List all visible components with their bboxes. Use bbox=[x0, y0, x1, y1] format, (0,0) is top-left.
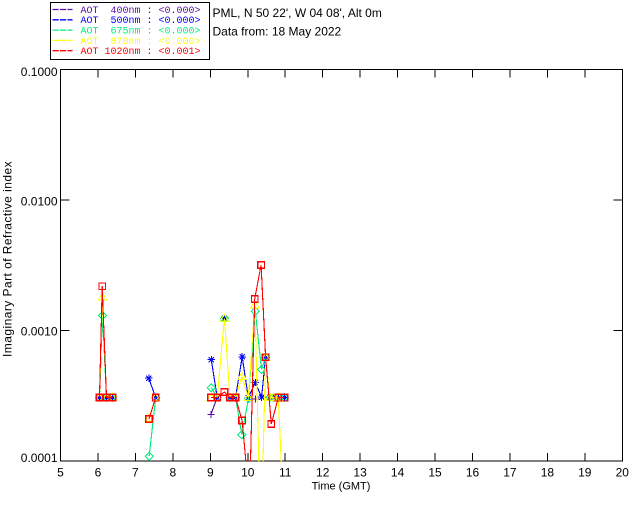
svg-text:0.1000: 0.1000 bbox=[21, 65, 58, 79]
svg-text:15: 15 bbox=[428, 466, 442, 480]
svg-text:AOT 870nm : <0.000>: AOT 870nm : <0.000> bbox=[81, 37, 201, 48]
svg-text:Imaginary Part of Refractive i: Imaginary Part of Refractive index bbox=[1, 161, 15, 357]
svg-text:9: 9 bbox=[207, 466, 214, 480]
svg-text:AOT 500nm : <0.000>: AOT 500nm : <0.000> bbox=[81, 16, 201, 27]
svg-text:AOT 1020nm : <0.001>: AOT 1020nm : <0.001> bbox=[81, 47, 201, 58]
svg-text:13: 13 bbox=[353, 466, 367, 480]
svg-text:16: 16 bbox=[466, 466, 480, 480]
svg-text:19: 19 bbox=[578, 466, 592, 480]
svg-text:0.0010: 0.0010 bbox=[21, 325, 58, 339]
svg-text:7: 7 bbox=[132, 466, 139, 480]
svg-text:AOT 400nm : <0.000>: AOT 400nm : <0.000> bbox=[81, 6, 201, 17]
svg-text:5: 5 bbox=[57, 466, 64, 480]
svg-text:Time (GMT): Time (GMT) bbox=[312, 481, 371, 493]
svg-text:10: 10 bbox=[241, 466, 255, 480]
svg-text:AOT 675nm : <0.000>: AOT 675nm : <0.000> bbox=[81, 27, 201, 38]
svg-text:8: 8 bbox=[170, 466, 177, 480]
svg-text:14: 14 bbox=[391, 466, 405, 480]
svg-text:12: 12 bbox=[316, 466, 330, 480]
svg-text:6: 6 bbox=[95, 466, 102, 480]
svg-text:0.0100: 0.0100 bbox=[21, 194, 58, 208]
svg-text:20: 20 bbox=[616, 466, 630, 480]
svg-text:11: 11 bbox=[279, 466, 292, 480]
svg-text:PML, N 50 22', W 04 08', Alt 0: PML, N 50 22', W 04 08', Alt 0m bbox=[213, 6, 382, 20]
svg-text:Data from: 18 May 2022: Data from: 18 May 2022 bbox=[213, 24, 342, 38]
svg-text:18: 18 bbox=[541, 466, 555, 480]
svg-text:17: 17 bbox=[503, 466, 517, 480]
svg-text:0.0001: 0.0001 bbox=[21, 451, 58, 465]
